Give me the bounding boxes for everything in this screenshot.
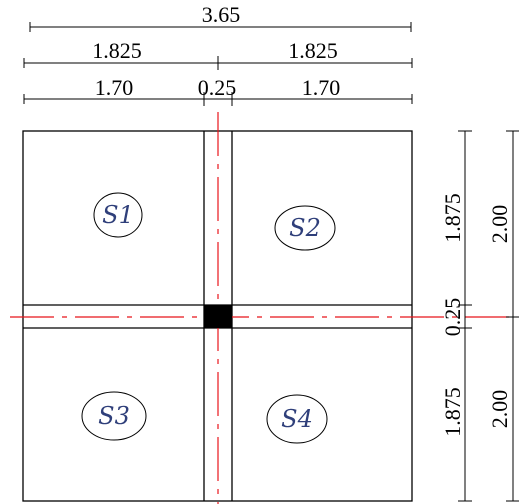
dimension-overall-width: 3.65 [29,2,412,32]
slab-label-text: S2 [289,214,321,242]
dimension-label-half-right: 1.825 [288,38,338,63]
dimension-label-lower-span: 2.00 [487,390,512,429]
dimension-label-overall: 3.65 [202,2,241,27]
slab-label-text: S4 [281,405,313,433]
dimension-slab-widths: 1.70 0.25 1.70 [23,75,413,106]
slab-label-s3: S3 [81,391,147,441]
slab-label-s4: S4 [266,394,328,444]
axis-lines [10,112,512,504]
dimension-label-upper-slab-depth: 1.875 [440,193,465,243]
dimension-half-widths: 1.825 1.825 [23,38,413,70]
dimension-slab-depths: 1.875 0.25 1.875 [440,130,472,502]
dimension-label-upper-span: 2.00 [487,205,512,244]
dimension-label-slab-right: 1.70 [302,75,341,100]
dimension-spans: 2.00 2.00 [487,130,519,502]
dimension-label-slab-left: 1.70 [95,75,134,100]
dimension-label-half-left: 1.825 [92,38,142,63]
slab-label-text: S3 [98,402,130,430]
dimension-label-lower-slab-depth: 1.875 [440,387,465,437]
slab-label-s2: S2 [274,205,336,251]
slab-label-s1: S1 [93,192,143,238]
dimension-label-beam-width: 0.25 [198,75,237,100]
slab-label-text: S1 [102,201,134,229]
column [204,305,232,328]
dimension-label-beam-depth: 0.25 [440,298,465,337]
